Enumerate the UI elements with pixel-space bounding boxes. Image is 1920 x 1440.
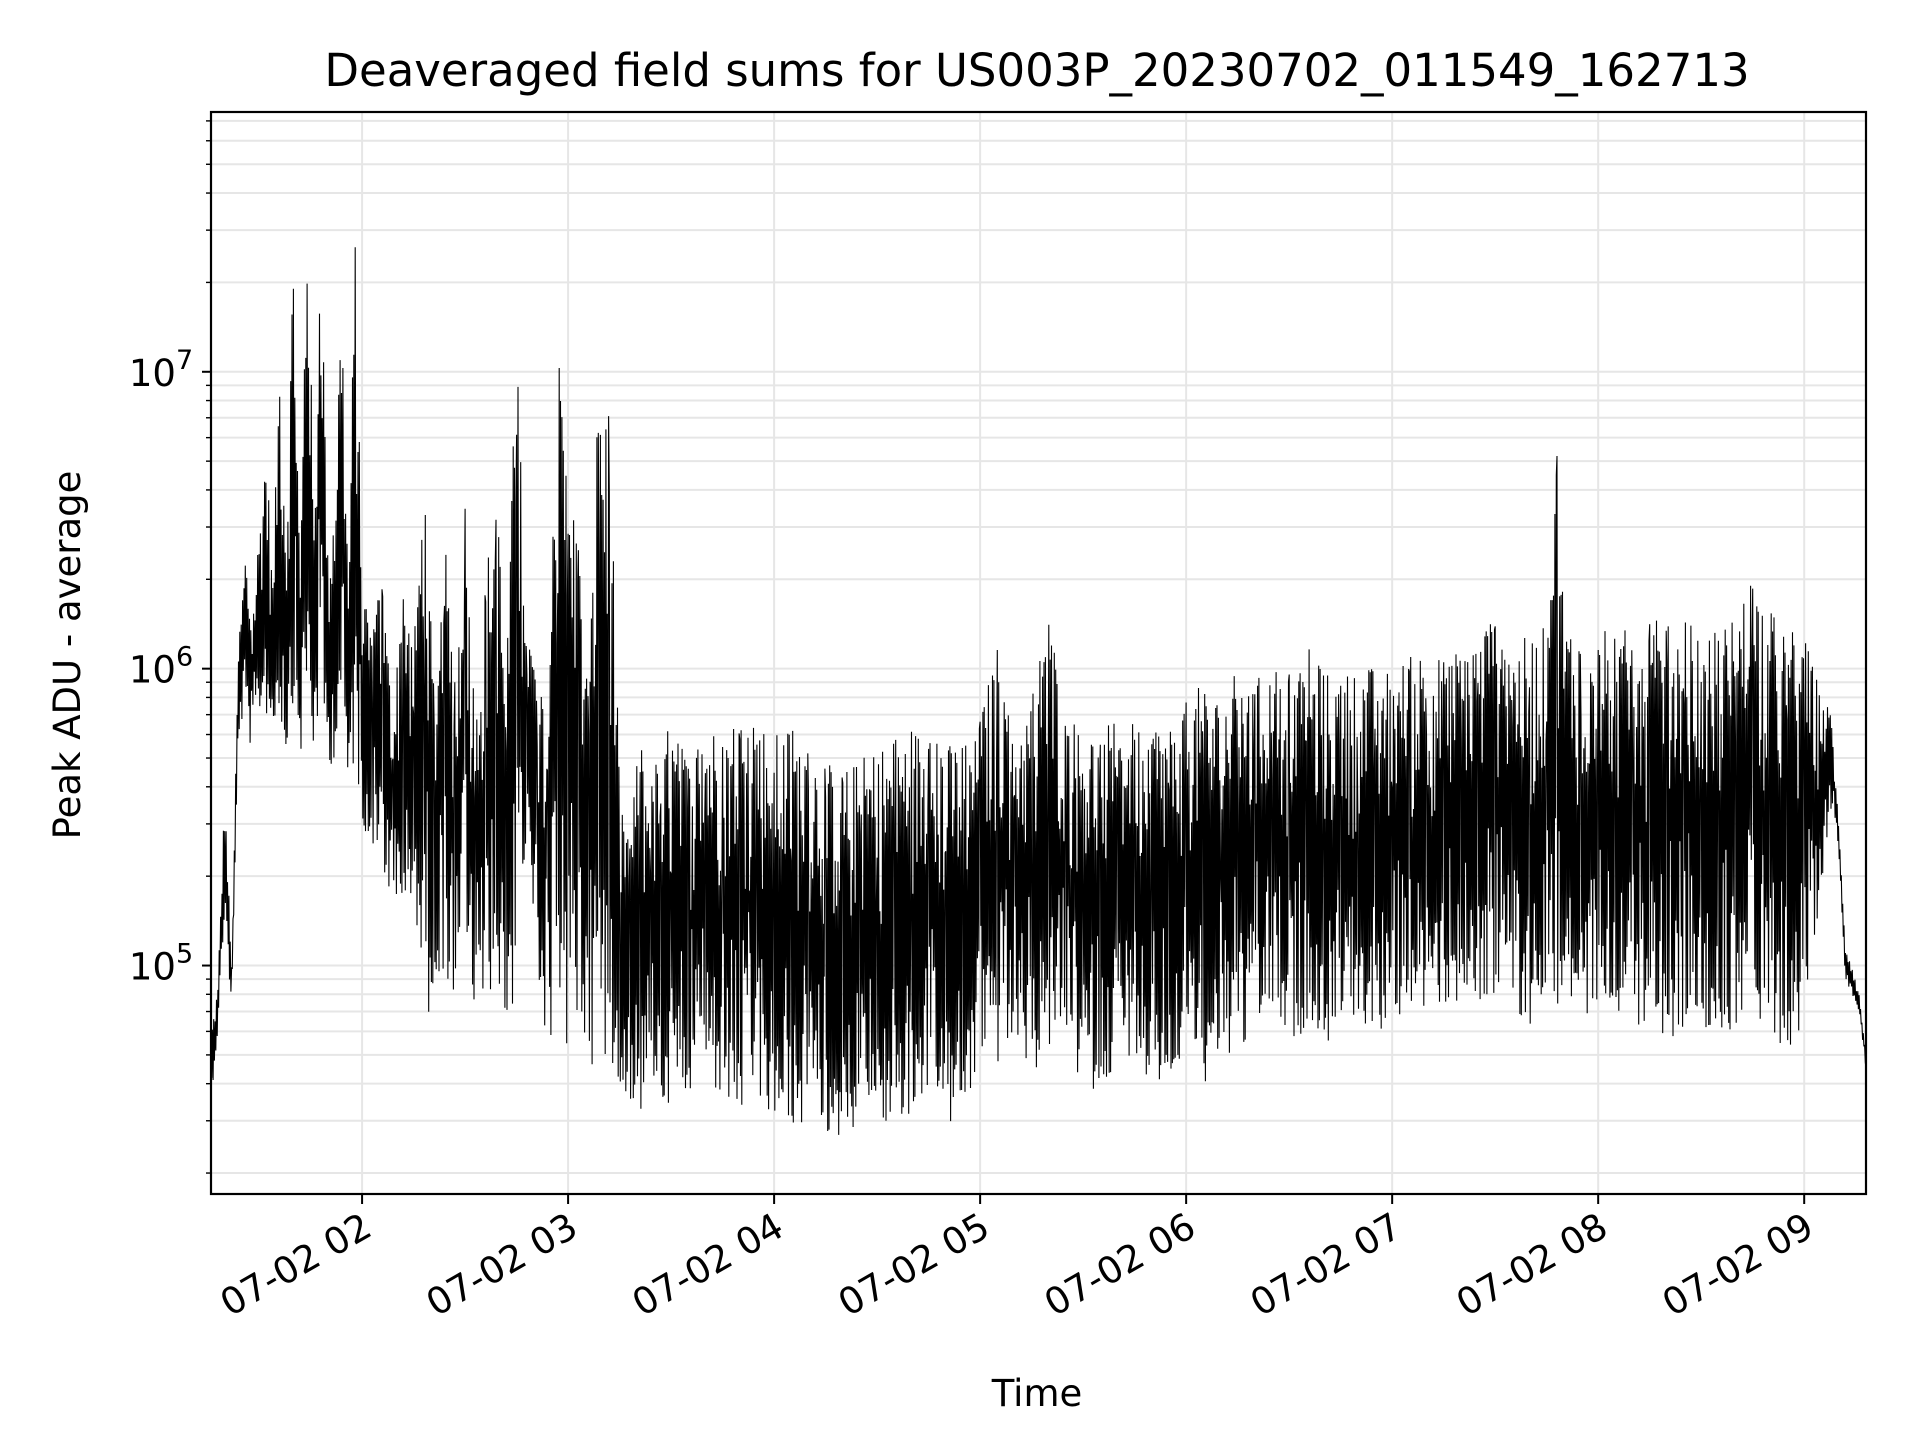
y-tick-label: 107 [129,345,193,395]
y-tick-label-base: 10 [129,352,176,395]
chart-title: Deaveraged field sums for US003P_2023070… [324,44,1749,97]
y-tick-label-exponent: 6 [176,642,193,673]
y-tick-label-exponent: 5 [176,939,193,970]
y-tick-label-base: 10 [129,946,176,989]
series-layer [211,247,1866,1135]
plot-area-frame [209,110,1868,1196]
y-tick-label: 105 [129,939,193,989]
y-tick-label-exponent: 7 [176,345,193,376]
x-axis-label: Time [991,1372,1083,1415]
y-tick-label: 106 [129,642,193,692]
y-tick-label-base: 10 [129,649,176,692]
y-axis-label: Peak ADU - average [46,471,89,840]
series-line [211,247,1866,1135]
